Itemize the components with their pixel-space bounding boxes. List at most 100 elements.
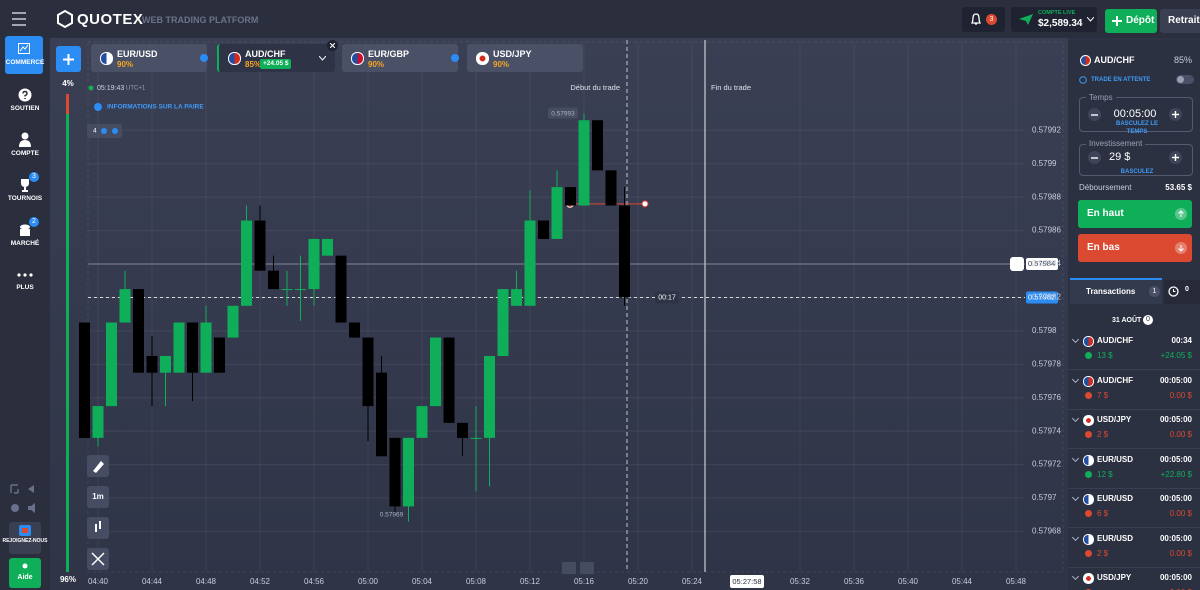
pending-tab[interactable]: 0 [1164,280,1200,304]
investment-minus[interactable] [1088,151,1101,164]
timezone: UTC+1 [126,86,146,92]
panel-payout: 85% [1173,55,1192,65]
transaction-result: +24.05 $ [1160,351,1192,360]
transaction-amount: 6 $ [1097,509,1109,518]
nav-badge: 3 [29,172,39,182]
notifications-button[interactable]: 3 [962,7,1005,32]
sentiment-up-bar [66,114,69,572]
candle-body [92,406,104,438]
chart-type-button[interactable] [87,517,109,539]
join-button[interactable]: REJOIGNEZ-NOUS [2,522,48,554]
candle-body [578,120,590,206]
candle-body [538,220,549,239]
account-type: COMPTE LIVE [1038,10,1076,16]
expand-chevron [1071,533,1080,541]
asset-tab[interactable]: USD/JPY 90% [467,44,583,72]
down-button[interactable]: En bas [1078,234,1192,262]
deposit-button[interactable]: Dépôt [1105,9,1157,33]
tab-pair: USD/JPY [493,49,532,59]
x-tick-label: 04:44 [142,577,163,586]
time-minus[interactable] [1088,108,1101,121]
help-button[interactable]: Aide [9,558,41,588]
nav-plus[interactable]: PLUS [0,268,50,298]
nav-tournois[interactable]: 3 TOURNOIS [0,172,50,208]
x-tick-label: 05:44 [952,577,973,586]
transactions-tab[interactable]: Transactions 1 [1070,278,1162,304]
transaction-result: 0.00 $ [1169,509,1192,518]
tab-pair: EUR/GBP [368,49,410,59]
flag [1083,375,1094,387]
x-tick-label: 05:24 [682,577,703,586]
nav-marche[interactable]: 2 MARCHÉ [0,217,50,253]
pending-trade[interactable]: TRADE EN ATTENTE [1091,77,1151,83]
asset-tab[interactable]: EUR/USD 90% [91,44,208,72]
asset-tab[interactable]: EUR/GBP 90% [342,44,459,72]
x-tick-label: 05:04 [412,577,433,586]
current-price: 0.57982 [1028,292,1055,301]
transaction[interactable]: USD/JPY 00:05:00 0.00 $ [1068,567,1200,590]
candle-body [362,337,374,407]
down-label: En bas [1087,242,1120,253]
current-price-box [1026,291,1058,304]
nav-compte[interactable]: COMPTE [0,131,50,163]
alert-button[interactable] [1010,257,1024,272]
flag [1083,415,1094,426]
y-tick-label: 0.5797 [1032,493,1057,502]
transaction[interactable]: EUR/USD 00:05:00 6 $ 0.00 $ [1068,488,1200,528]
time-box[interactable] [1079,97,1193,132]
transaction[interactable]: EUR/USD 00:05:00 12 $ +22.80 $ [1068,449,1200,489]
up-button[interactable]: En haut [1078,200,1192,228]
transaction-time: 00:05:00 [1159,375,1192,385]
investment-toggle[interactable]: BASCULEZ [1120,169,1154,175]
transaction-amount: 2 $ [1097,548,1109,558]
account-button[interactable]: COMPTE LIVE $2,589.34 [1011,7,1097,32]
time-toggle[interactable]: BASCULEZ LE TEMPS [1116,121,1158,135]
transaction-pair: AUD/CHF [1097,375,1133,385]
add-tab-button[interactable] [56,46,81,72]
scroll-handle[interactable] [580,562,594,574]
sentiment-down-bar [66,94,69,114]
candle-body [376,372,387,457]
timeframe-button[interactable] [87,486,109,508]
candle-body [281,289,293,291]
transaction-pair: EUR/USD [1097,454,1134,464]
direction-icon [1085,431,1092,438]
transaction-result: 0.00 $ [1169,390,1192,400]
flag [1083,533,1094,545]
candle-body [146,355,158,373]
tab-close[interactable] [327,40,338,51]
candle-body [133,289,144,373]
nav-commerce[interactable]: COMMERCE [5,36,44,74]
tab-pair: EUR/USD [117,49,158,59]
transaction[interactable]: EUR/USD 00:05:00 2 $ 0.00 $ [1068,528,1200,568]
info-icon[interactable] [94,103,102,111]
menu-icon[interactable] [10,11,30,27]
candle-body [227,305,239,338]
help-dot [22,563,28,569]
pending-toggle[interactable] [1176,75,1194,84]
notifications-count: 3 [986,14,997,25]
scroll-handle[interactable] [562,562,576,574]
transaction[interactable]: USD/JPY 00:05:00 2 $ 0.00 $ [1068,409,1200,449]
nav-soutien[interactable]: SOUTIEN [0,86,50,118]
transaction[interactable]: AUD/CHF 00:05:00 7 $ 0.00 $ [1068,370,1200,410]
asset-tab-active[interactable]: AUD/CHF 85% +24.05 $ [217,40,338,72]
pair-info[interactable]: INFORMATIONS SUR LA PAIRE [107,104,204,111]
transaction-pair: AUD/CHF [1097,336,1133,345]
withdraw-button[interactable]: Retrait [1160,9,1200,33]
investment-plus[interactable] [1169,151,1182,164]
nav-label: MARCHÉ [10,240,40,247]
x-tick-label: 05:12 [520,577,541,586]
expand-chevron [1071,414,1080,423]
top-bar: QUOTEX WEB TRADING PLATFORM 3 COMPTE LIV… [0,0,1200,38]
nav-label: COMPTE [11,150,39,157]
transaction-amount: 12 $ [1097,469,1113,479]
candle-body [389,437,401,507]
minus-icon [1091,157,1098,159]
plus-icon [1172,111,1179,118]
transaction[interactable]: AUD/CHF 00:34 13 $ +24.05 $ [1068,330,1200,370]
utility-icons[interactable] [10,484,40,514]
time-plus[interactable] [1169,108,1182,121]
